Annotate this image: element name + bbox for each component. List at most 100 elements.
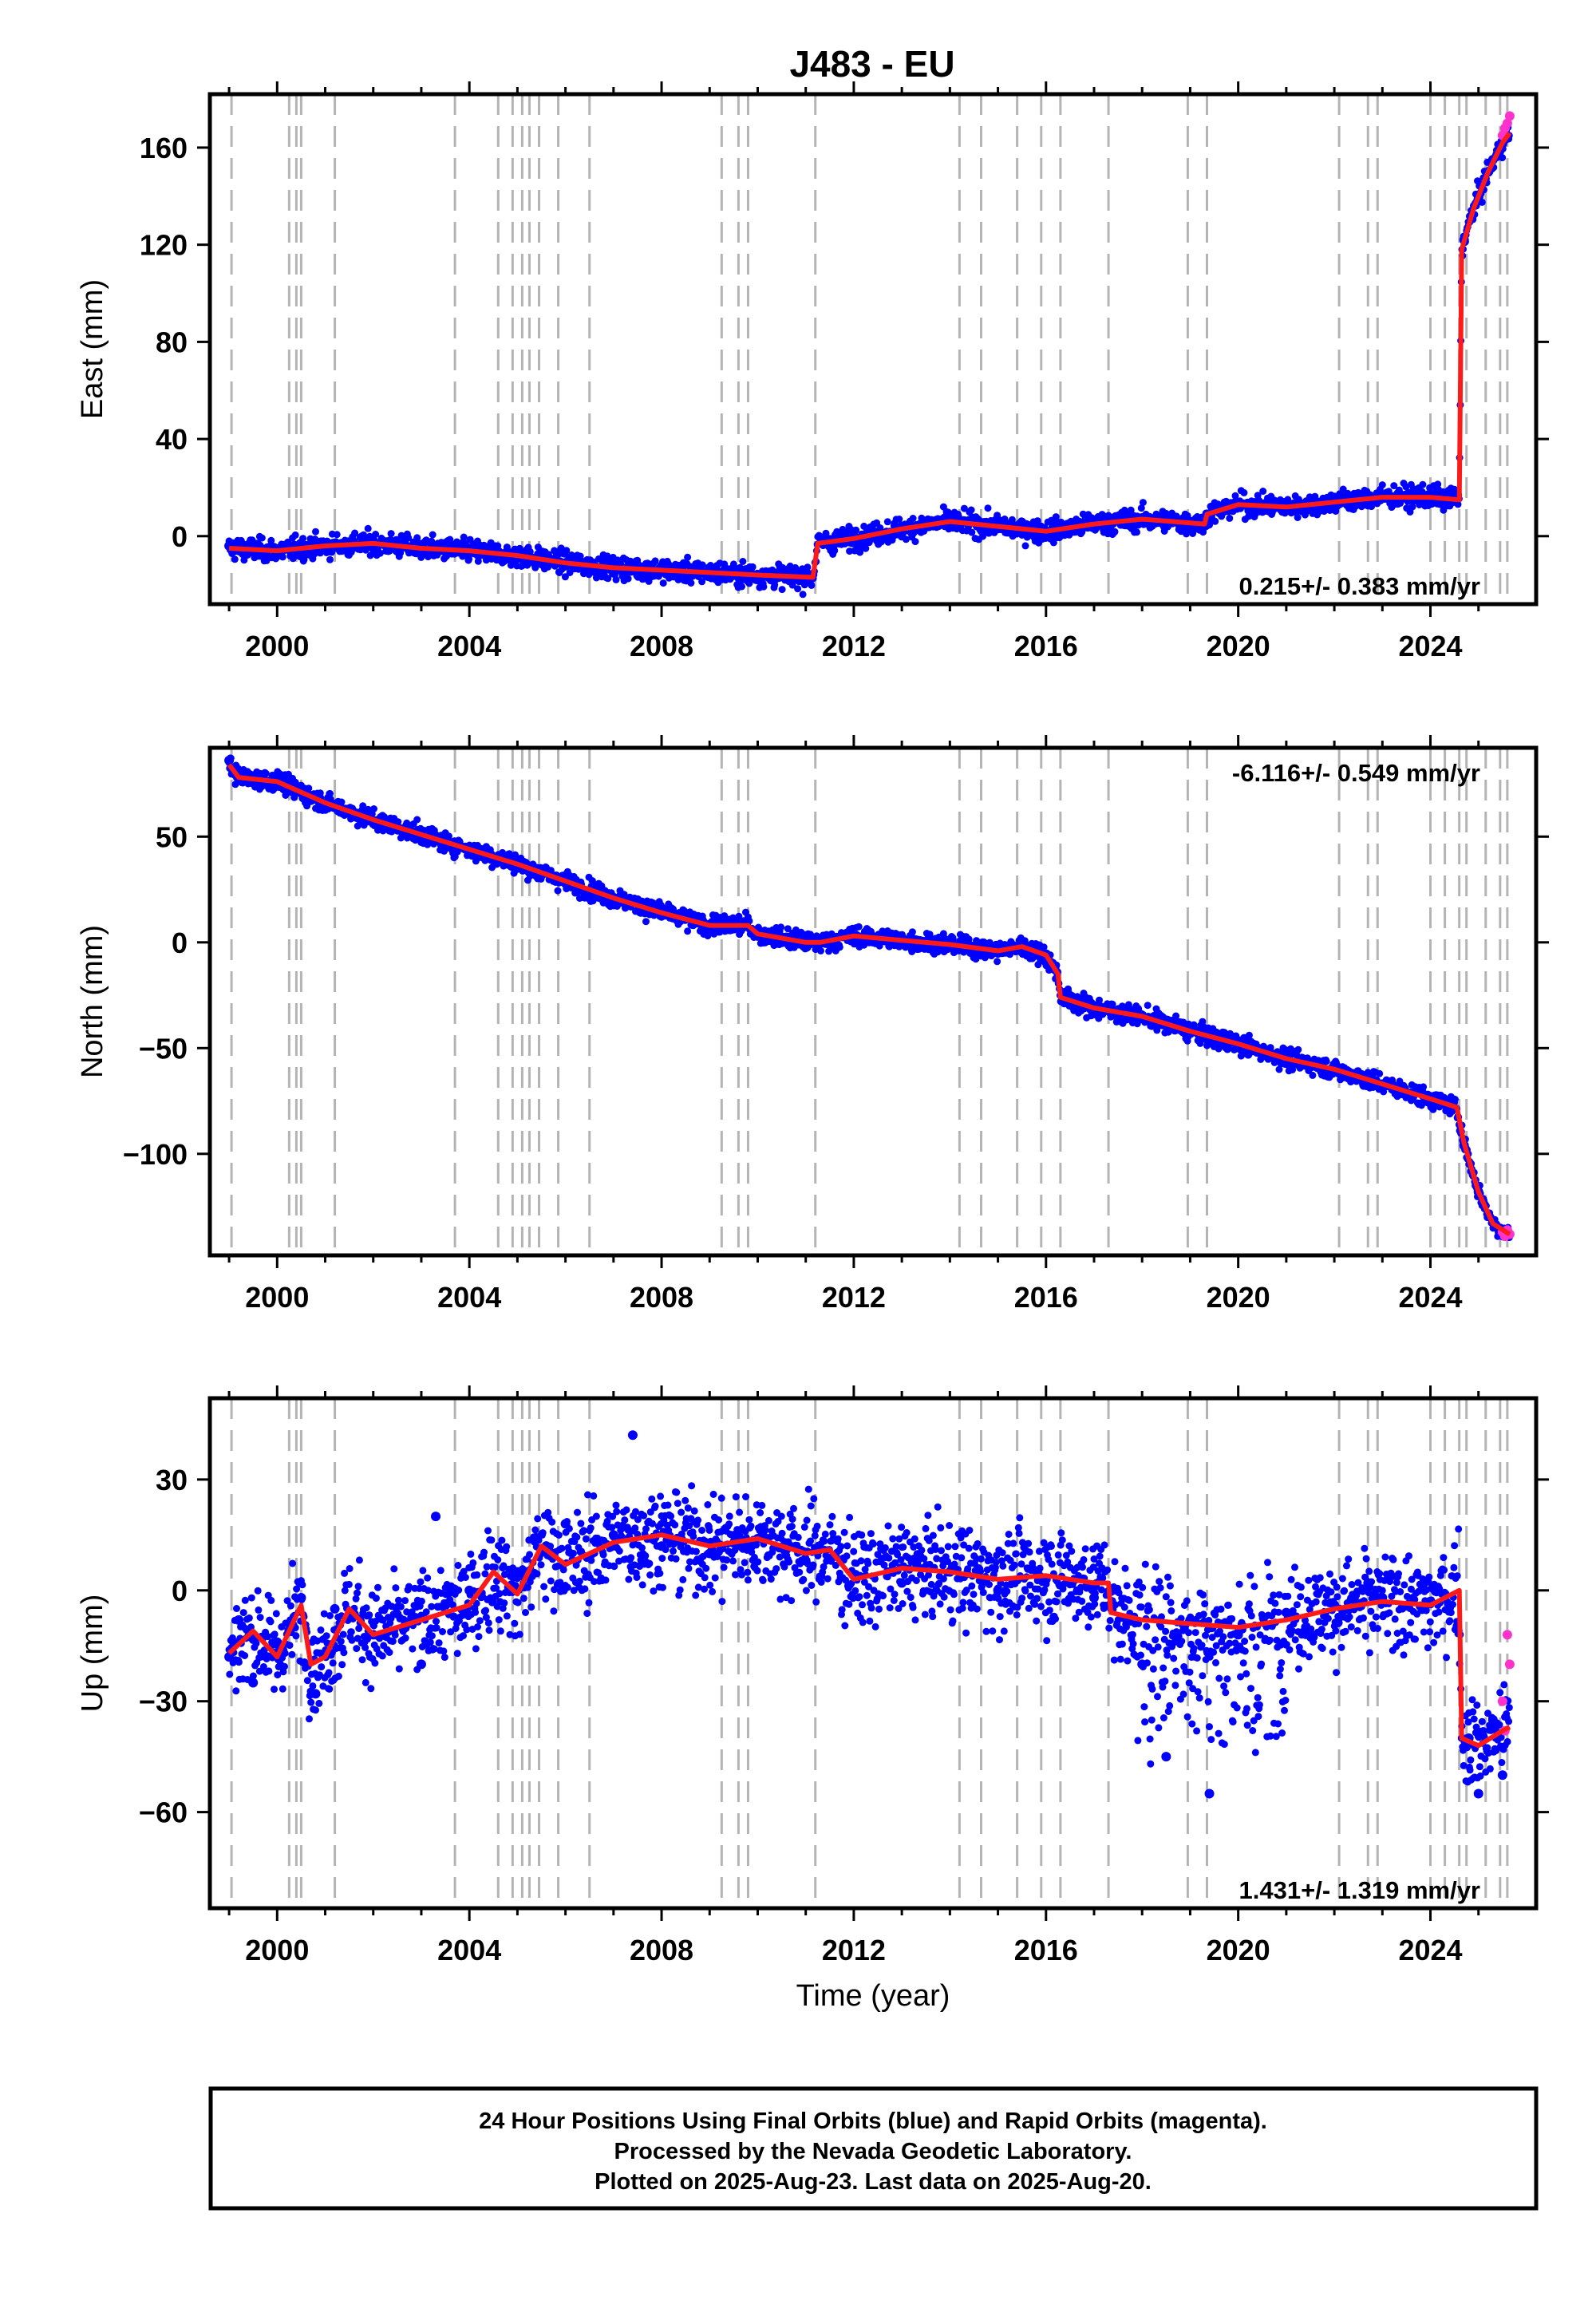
final-orbit-point (1322, 1057, 1330, 1065)
final-orbit-point (309, 1682, 317, 1690)
final-orbit-point (254, 1587, 262, 1595)
final-orbit-point (283, 1597, 291, 1605)
final-orbit-point (817, 947, 824, 954)
final-orbit-point (595, 555, 602, 563)
final-orbit-point (474, 557, 482, 565)
final-orbit-point (642, 918, 650, 926)
final-orbit-point (262, 769, 270, 777)
final-orbit-point (909, 515, 917, 522)
final-orbit-point (1052, 513, 1060, 521)
final-orbit-point (651, 557, 659, 565)
x-tick-label: 2020 (1207, 630, 1270, 662)
final-orbit-point (359, 802, 367, 810)
x-tick-label: 2012 (822, 1281, 886, 1314)
x-tick-label: 2024 (1398, 630, 1462, 662)
final-orbit-point (687, 579, 695, 587)
final-orbit-point (326, 1685, 334, 1693)
final-orbit-point (1021, 542, 1029, 550)
final-orbit-point (902, 536, 910, 543)
final-orbit-point (235, 1658, 243, 1666)
final-orbit-point (256, 1614, 264, 1622)
final-orbit-point (1390, 482, 1398, 490)
final-orbit-point (228, 1634, 236, 1642)
y-axis-label: East (mm) (76, 279, 109, 419)
final-orbit-point (1303, 1054, 1311, 1062)
final-orbit-point (241, 1596, 249, 1604)
y-tick-label: 120 (140, 229, 188, 262)
x-tick-label: 2000 (245, 630, 309, 662)
final-orbit-point (466, 536, 474, 543)
final-orbit-point (333, 531, 341, 539)
x-tick-label: 2004 (437, 630, 501, 662)
final-orbit-point (585, 571, 593, 579)
rapid-orbit-point (1504, 111, 1515, 121)
final-orbit-point (1378, 481, 1386, 489)
final-orbit-point (1196, 1039, 1204, 1047)
final-orbit-point (1419, 480, 1427, 488)
final-orbit-point (1434, 480, 1442, 488)
final-orbit-point (267, 1618, 275, 1626)
y-tick-label: −50 (139, 1032, 188, 1065)
final-orbit-point (274, 1671, 282, 1679)
final-orbit-point (326, 555, 334, 563)
final-orbit-point (337, 1638, 345, 1646)
final-orbit-point (338, 798, 346, 806)
final-orbit-point (413, 816, 421, 824)
final-orbit-point (1133, 528, 1140, 536)
y-tick-label: 0 (172, 927, 188, 959)
final-orbit-point (512, 851, 519, 859)
final-orbit-point (1215, 1045, 1223, 1053)
final-orbit-point (240, 556, 248, 564)
final-orbit-point (738, 583, 745, 591)
final-orbit-point (252, 1639, 260, 1647)
x-tick-label: 2016 (1014, 630, 1078, 662)
final-orbit-point (286, 1642, 294, 1650)
final-orbit-point (704, 932, 712, 940)
final-orbit-point (563, 547, 571, 555)
final-orbit-point (1211, 517, 1219, 525)
final-orbit-point (1240, 488, 1248, 496)
final-orbit-point (364, 524, 372, 532)
final-orbit-point (1417, 1101, 1425, 1109)
final-orbit-point (1144, 1002, 1152, 1010)
final-orbit-point (255, 1606, 263, 1614)
final-orbit-point (588, 877, 596, 885)
final-orbit-point (338, 1661, 346, 1669)
y-tick-label: 80 (156, 326, 188, 358)
final-orbit-point (279, 1685, 286, 1693)
final-orbit-point (760, 583, 768, 591)
final-orbit-point (405, 534, 413, 542)
x-tick-label: 2008 (630, 1281, 693, 1314)
final-orbit-point (1499, 154, 1507, 162)
final-orbit-point (1275, 1065, 1283, 1073)
final-orbit-point (659, 579, 667, 587)
final-orbit-point (259, 1663, 267, 1670)
final-orbit-point (698, 561, 706, 569)
final-orbit-point (1111, 528, 1119, 536)
final-orbit-point (429, 531, 437, 539)
final-orbit-point (303, 1677, 311, 1685)
panel-plot-area-up (224, 1398, 1515, 1908)
panel-up: 2000 2004 2008 2012 2016 2020 2024−60−30030Up … (76, 1385, 1549, 1966)
final-orbit-point (1108, 1000, 1116, 1008)
final-orbit-point (576, 552, 584, 560)
final-orbit-point (968, 528, 976, 536)
final-orbit-point (292, 1632, 300, 1640)
final-orbit-point (846, 547, 854, 555)
final-orbit-point (351, 529, 359, 537)
final-orbit-point (298, 1581, 306, 1589)
panel-frame (207, 92, 1539, 607)
final-orbit-point (1289, 1065, 1297, 1073)
final-orbit-point (249, 1672, 257, 1680)
final-orbit-point (326, 789, 334, 797)
panel-north: 2000 2004 2008 2012 2016 2020 2024−100−50050No… (76, 735, 1549, 1314)
final-orbit-point (271, 1630, 279, 1638)
final-orbit-point (231, 555, 239, 563)
final-orbit-point (370, 805, 377, 812)
final-orbit-point (312, 528, 319, 536)
final-orbit-point (862, 544, 870, 552)
final-orbit-point (745, 917, 753, 925)
y-tick-label: −100 (123, 1138, 188, 1171)
final-orbit-point (778, 586, 786, 594)
rapid-orbit-point (1502, 118, 1512, 128)
